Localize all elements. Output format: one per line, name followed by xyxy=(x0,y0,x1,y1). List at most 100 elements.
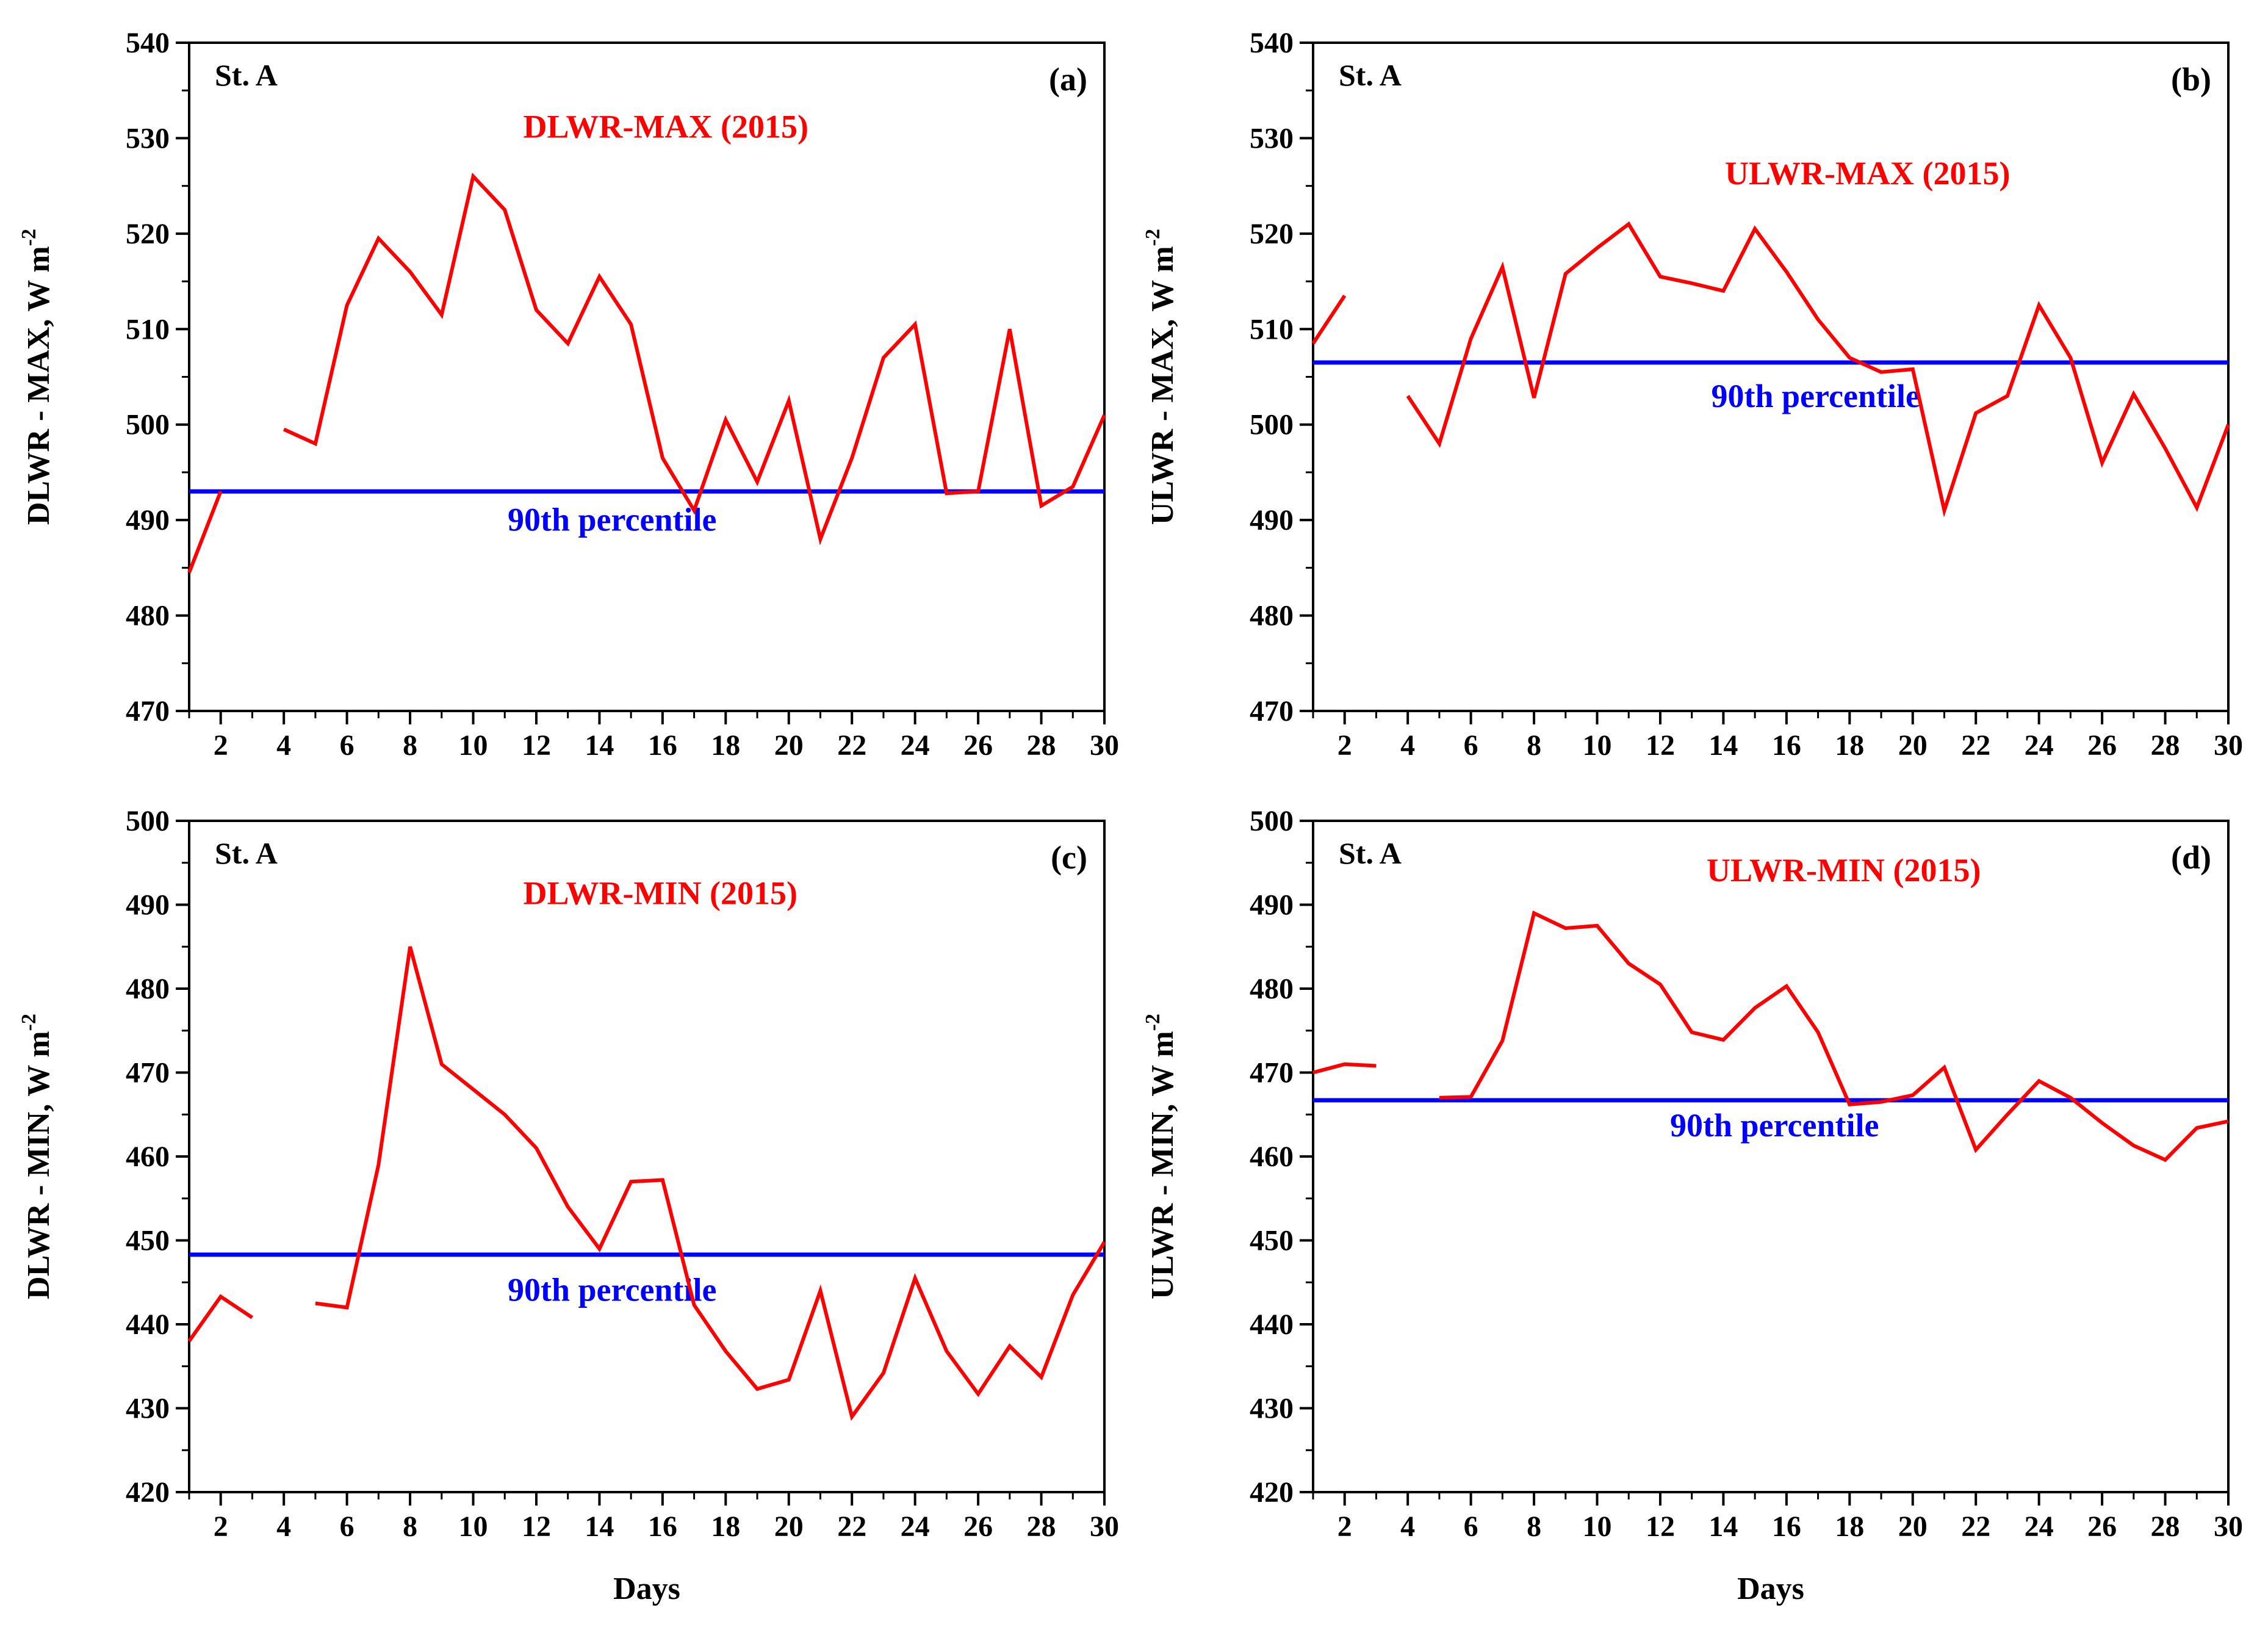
x-tick-label: 26 xyxy=(963,729,993,762)
x-tick-label: 24 xyxy=(901,729,930,762)
y-axis-title: DLWR - MAX, W m-2 xyxy=(18,229,56,525)
station-label: St. A xyxy=(215,58,278,92)
y-tick-label: 540 xyxy=(126,27,170,59)
y-axis-title-superscript: -2 xyxy=(18,229,40,246)
x-tick-label: 30 xyxy=(2214,1510,2243,1543)
x-tick-label: 14 xyxy=(585,729,614,762)
y-tick-label: 520 xyxy=(126,218,170,250)
x-tick-label: 18 xyxy=(711,729,740,762)
x-tick-label: 30 xyxy=(2214,729,2243,762)
x-tick-label: 18 xyxy=(1835,1510,1864,1543)
x-tick-label: 16 xyxy=(648,1510,677,1543)
x-tick-label: 30 xyxy=(1090,1510,1119,1543)
y-axis-title-text: ULWR - MIN, W m xyxy=(1145,1031,1180,1299)
series-line xyxy=(187,491,223,574)
y-tick-label: 500 xyxy=(1250,409,1294,441)
y-tick-label: 490 xyxy=(1250,889,1294,922)
y-tick-label: 440 xyxy=(1250,1308,1294,1341)
x-tick-label: 22 xyxy=(1961,729,1990,762)
y-axis-title-superscript: -2 xyxy=(18,1014,40,1031)
x-tick-label: 4 xyxy=(276,729,291,762)
x-tick-label: 18 xyxy=(711,1510,740,1543)
x-tick-label: 20 xyxy=(774,1510,804,1543)
x-tick-label: 10 xyxy=(1583,1510,1612,1543)
x-tick-label: 22 xyxy=(1961,1510,1990,1543)
y-axis-title-text: DLWR - MIN, W m xyxy=(21,1031,56,1299)
percentile-label: 90th percentile xyxy=(508,1272,716,1308)
x-tick-label: 12 xyxy=(1646,1510,1675,1543)
y-tick-label: 480 xyxy=(126,600,170,632)
y-tick-label: 510 xyxy=(1250,313,1294,345)
series-label: ULWR-MIN (2015) xyxy=(1707,852,1981,889)
x-tick-label: 2 xyxy=(1337,1510,1352,1543)
x-tick-label: 6 xyxy=(340,1510,355,1543)
y-tick-label: 510 xyxy=(126,313,170,345)
y-tick-label: 530 xyxy=(1250,122,1294,154)
y-axis-title-superscript: -2 xyxy=(1142,229,1164,246)
y-axis-title-text: ULWR - MAX, W m xyxy=(1145,246,1180,525)
x-tick-label: 22 xyxy=(837,729,866,762)
x-tick-label: 22 xyxy=(837,1510,866,1543)
y-tick-label: 420 xyxy=(1250,1476,1294,1509)
x-tick-label: 10 xyxy=(459,729,488,762)
series-line xyxy=(1439,911,2229,1163)
x-tick-label: 14 xyxy=(585,1510,614,1543)
x-tick-label: 8 xyxy=(403,729,417,762)
y-tick-label: 540 xyxy=(1250,27,1294,59)
series-label: DLWR-MIN (2015) xyxy=(524,875,797,911)
y-tick-label: 480 xyxy=(126,973,170,1005)
x-tick-label: 4 xyxy=(276,1510,291,1543)
panel-tag: (b) xyxy=(2171,61,2211,98)
x-tick-label: 6 xyxy=(1464,1510,1478,1543)
y-axis-title: ULWR - MAX, W m-2 xyxy=(1142,229,1180,525)
x-tick-label: 26 xyxy=(963,1510,993,1543)
y-tick-label: 520 xyxy=(1250,218,1294,250)
series-line xyxy=(1406,221,2230,518)
y-tick-label: 430 xyxy=(126,1393,170,1425)
x-tick-label: 12 xyxy=(1646,729,1675,762)
y-tick-label: 470 xyxy=(126,1057,170,1089)
x-tick-label: 4 xyxy=(1400,729,1415,762)
x-tick-label: 8 xyxy=(403,1510,417,1543)
y-tick-label: 430 xyxy=(1250,1393,1294,1425)
y-tick-label: 490 xyxy=(1250,504,1294,536)
y-tick-label: 460 xyxy=(126,1141,170,1173)
x-tick-label: 8 xyxy=(1527,729,1541,762)
y-axis-title: DLWR - MIN, W m-2 xyxy=(18,1014,56,1299)
y-tick-label: 450 xyxy=(1250,1225,1294,1257)
y-axis-title-text: DLWR - MAX, W m xyxy=(21,246,56,525)
x-tick-label: 6 xyxy=(340,729,355,762)
y-axis-title-superscript: -2 xyxy=(1142,1014,1164,1031)
y-tick-label: 440 xyxy=(126,1308,170,1341)
series-line xyxy=(1312,1062,1377,1075)
x-tick-label: 12 xyxy=(522,729,551,762)
y-axis-title: ULWR - MIN, W m-2 xyxy=(1142,1014,1180,1299)
y-tick-label: 450 xyxy=(126,1225,170,1257)
y-tick-label: 500 xyxy=(126,805,170,837)
series-line xyxy=(1311,294,1347,345)
x-tick-label: 16 xyxy=(1772,1510,1801,1543)
y-tick-label: 530 xyxy=(126,122,170,154)
x-tick-label: 6 xyxy=(1464,729,1478,762)
x-tick-label: 24 xyxy=(2025,1510,2054,1543)
x-tick-label: 10 xyxy=(459,1510,488,1543)
series-label: DLWR-MAX (2015) xyxy=(524,108,808,145)
y-tick-label: 500 xyxy=(1250,805,1294,837)
percentile-label: 90th percentile xyxy=(1712,378,1920,414)
x-tick-label: 30 xyxy=(1090,729,1119,762)
y-tick-label: 480 xyxy=(1250,973,1294,1005)
x-tick-label: 26 xyxy=(2087,729,2117,762)
series-line xyxy=(187,1294,254,1343)
series-line xyxy=(283,172,1106,546)
x-tick-label: 20 xyxy=(774,729,804,762)
x-tick-label: 16 xyxy=(1772,729,1801,762)
x-tick-label: 26 xyxy=(2087,1510,2117,1543)
x-tick-label: 4 xyxy=(1400,1510,1415,1543)
y-tick-label: 490 xyxy=(126,504,170,536)
x-tick-label: 12 xyxy=(522,1510,551,1543)
x-tick-label: 24 xyxy=(2025,729,2054,762)
x-tick-label: 28 xyxy=(2151,1510,2180,1543)
